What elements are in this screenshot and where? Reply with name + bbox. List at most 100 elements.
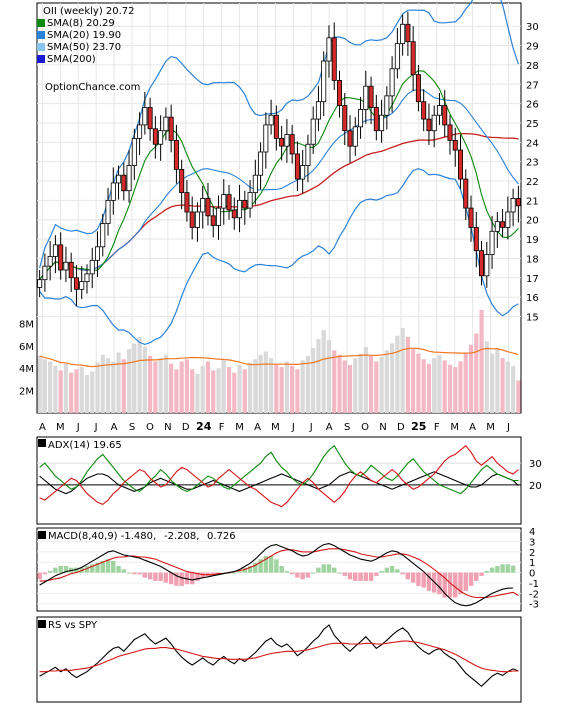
legend-label: SMA(20) 19.90 <box>47 30 121 41</box>
lower-band-line <box>39 168 519 346</box>
macd-histogram-bar <box>179 572 184 586</box>
candle-body <box>116 174 122 184</box>
macd-histogram-bar <box>295 572 300 578</box>
candle-body <box>321 60 327 103</box>
candle-body <box>405 23 411 43</box>
macd-histogram-bar <box>47 570 53 573</box>
x-axis-label: M <box>450 422 459 433</box>
macd-tick-label: 3 <box>529 537 535 548</box>
candle-body <box>431 114 437 132</box>
candle-body <box>231 209 237 219</box>
x-axis-label: J <box>309 422 313 433</box>
candle-body <box>52 244 58 257</box>
candle-body <box>463 178 469 209</box>
volume-bar <box>169 363 174 413</box>
volume-bar <box>279 367 284 413</box>
candle-body <box>510 198 516 213</box>
macd-histogram-bar <box>353 572 358 581</box>
macd-histogram-bar <box>453 572 458 598</box>
volume-bar <box>337 354 342 413</box>
macd-histogram-bar <box>42 572 48 575</box>
macd-histogram-bar <box>84 565 90 573</box>
candle-body <box>58 244 64 271</box>
macd-histogram-bar <box>137 572 142 575</box>
x-axis-label: J <box>291 422 295 433</box>
x-axis-label: D <box>397 422 405 433</box>
macd-histogram-bar <box>384 567 390 573</box>
volume-bar <box>300 360 305 413</box>
candle-body <box>326 37 332 62</box>
volume-bar <box>205 361 211 413</box>
macd-histogram-bar <box>158 572 163 581</box>
macd-histogram-bar <box>468 572 474 586</box>
macd-histogram-bar <box>274 559 279 573</box>
macd-tick-label: -3 <box>529 600 539 611</box>
macd-histogram-bar <box>505 564 511 573</box>
macd-histogram-bar <box>247 565 253 573</box>
candle-body <box>121 174 127 192</box>
candle-body <box>47 256 53 267</box>
candle-body <box>210 215 216 226</box>
macd-histogram-bar <box>116 565 121 573</box>
candle-body <box>494 221 500 232</box>
volume-bar <box>137 336 142 413</box>
price-tick-label: 30 <box>526 22 539 33</box>
candle-body <box>221 194 227 209</box>
volume-bar <box>253 359 258 413</box>
macd-histogram-bar <box>305 572 311 578</box>
x-axis-label: 25 <box>411 420 426 433</box>
macd-histogram-bar <box>395 569 400 573</box>
macd-histogram-bar <box>300 572 305 580</box>
candle-body <box>400 23 406 45</box>
volume-bar <box>58 370 63 413</box>
price-tick-label: 17 <box>526 274 539 285</box>
macd-histogram-bar <box>268 556 274 573</box>
macd-histogram-bar <box>237 570 242 573</box>
candle-body <box>331 37 337 81</box>
x-axis-label: F <box>434 422 440 433</box>
macd-line <box>39 543 514 607</box>
macd-histogram-bar <box>189 572 195 585</box>
volume-bar <box>126 349 132 413</box>
macd-histogram-bar <box>310 572 316 574</box>
candle-body <box>473 227 479 252</box>
macd-histogram-bar <box>379 570 384 573</box>
macd-histogram-bar <box>90 564 95 573</box>
macd-histogram-bar <box>389 565 395 573</box>
candle-body <box>368 85 374 108</box>
candle-body <box>79 281 85 290</box>
x-axis-label: M <box>486 422 495 433</box>
legend-swatch <box>37 31 45 39</box>
candle-body <box>142 107 148 126</box>
volume-bar <box>495 348 500 413</box>
macd-histogram-bar <box>242 567 248 573</box>
volume-bar <box>421 359 426 413</box>
volume-bar <box>242 369 247 413</box>
volume-bar <box>274 364 279 413</box>
macd-histogram-bar <box>142 572 148 578</box>
x-axis-label: J <box>94 422 98 433</box>
candle-body <box>242 199 248 209</box>
candle-body <box>489 230 495 255</box>
macd-histogram-bar <box>500 564 505 573</box>
volume-bar <box>358 353 363 413</box>
volume-bar <box>363 346 368 413</box>
x-axis-label: J <box>506 422 510 433</box>
volume-bar <box>258 354 263 413</box>
macd-signal-value: -2.208, <box>164 531 199 542</box>
volume-bar <box>316 339 321 413</box>
volume-tick-label: 6M <box>19 342 34 353</box>
legend-swatch <box>37 19 45 27</box>
candle-body <box>131 138 137 166</box>
macd-histogram-bar <box>416 572 421 586</box>
candle-body <box>484 254 490 277</box>
macd-histogram-bar <box>132 572 137 575</box>
volume-bar <box>69 372 74 413</box>
candle-body <box>284 134 290 147</box>
volume-bar <box>148 355 153 413</box>
macd-histogram-bar <box>53 567 58 573</box>
candle-body <box>457 149 464 180</box>
candle-body <box>226 194 232 211</box>
candle-body <box>247 192 253 209</box>
x-axis-label: J <box>76 422 80 433</box>
